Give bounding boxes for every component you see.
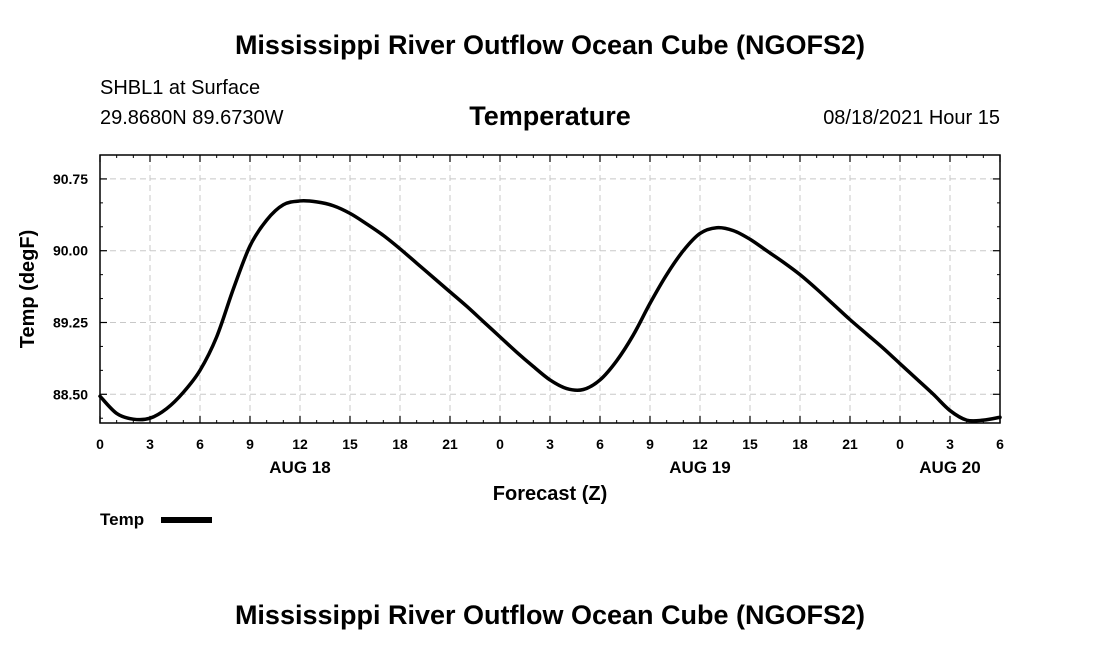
y-tick-label: 89.25 xyxy=(53,315,88,331)
y-tick-label: 90.75 xyxy=(53,171,88,187)
x-axis-title: Forecast (Z) xyxy=(493,483,607,505)
x-tick-label: 18 xyxy=(792,436,808,452)
date-label: AUG 20 xyxy=(919,458,980,477)
x-tick-label: 9 xyxy=(246,436,254,452)
axes xyxy=(99,154,1001,424)
x-tick-label: 3 xyxy=(546,436,554,452)
x-tick-label: 0 xyxy=(896,436,904,452)
main-title: Mississippi River Outflow Ocean Cube (NG… xyxy=(234,30,866,60)
station-name: SHBL1 at Surface xyxy=(100,77,261,99)
date-label: AUG 19 xyxy=(669,458,730,477)
variable-title: Temperature xyxy=(469,101,631,131)
x-tick-label: 21 xyxy=(842,436,858,452)
x-tick-label: 6 xyxy=(596,436,604,452)
legend: Temp xyxy=(100,510,212,529)
x-tick-label: 3 xyxy=(946,436,954,452)
forecast-datetime: 08/18/2021 Hour 15 xyxy=(823,107,1000,129)
footer-title: Mississippi River Outflow Ocean Cube (NG… xyxy=(234,600,866,630)
grid-lines xyxy=(100,155,1000,423)
x-tick-label: 15 xyxy=(342,436,358,452)
x-tick-label: 18 xyxy=(392,436,408,452)
y-axis-title: Temp (degF) xyxy=(17,230,39,349)
y-tick-label: 88.50 xyxy=(53,386,88,402)
x-tick-label: 6 xyxy=(196,436,204,452)
x-tick-label: 12 xyxy=(692,436,708,452)
x-tick-label: 21 xyxy=(442,436,458,452)
legend-label: Temp xyxy=(100,510,144,529)
y-tick-label: 90.00 xyxy=(53,243,88,259)
x-tick-label: 0 xyxy=(496,436,504,452)
x-tick-label: 15 xyxy=(742,436,758,452)
series-line-temp xyxy=(98,199,1002,423)
x-tick-label: 6 xyxy=(996,436,1004,452)
x-tick-label: 3 xyxy=(146,436,154,452)
axis-labels: 0 3 6 9 12 15 18 21 0 3 6 9 12 15 18 21 0 3 6 88.50 89.25 90.… xyxy=(17,171,1004,505)
series-layer xyxy=(98,199,1002,423)
station-coordinates: 29.8680N 89.6730W xyxy=(100,107,284,129)
x-tick-label: 0 xyxy=(96,436,104,452)
x-tick-label: 9 xyxy=(646,436,654,452)
x-tick-label: 12 xyxy=(292,436,308,452)
date-label: AUG 18 xyxy=(269,458,330,477)
